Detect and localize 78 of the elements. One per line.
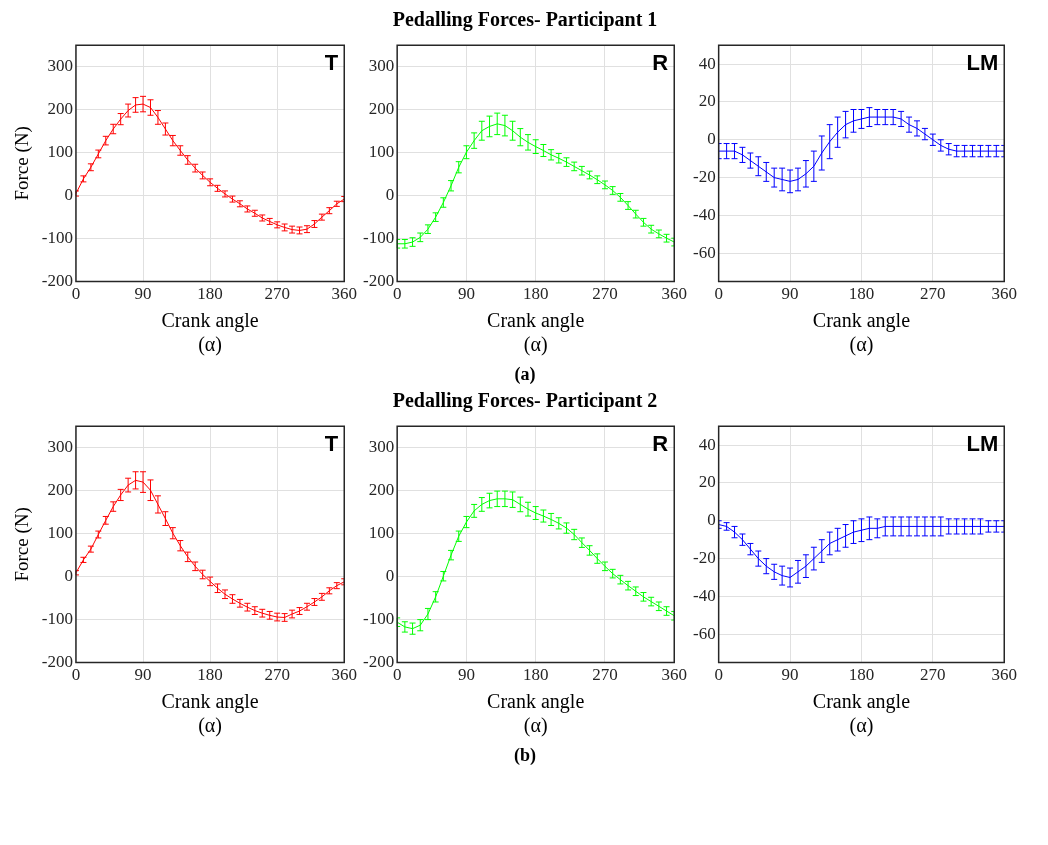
x-axis-title: Crank angle (α) (161, 309, 259, 357)
y-tick-label: 0 (385, 566, 395, 586)
x-tick-label: 180 (848, 284, 875, 304)
y-tick-label: 200 (47, 99, 73, 119)
x-tick-label: 90 (457, 665, 475, 685)
x-tick-label: 90 (781, 284, 799, 304)
x-tick-label: 90 (781, 665, 799, 685)
y-tick-label: 40 (698, 53, 716, 73)
x-tick-label: 270 (592, 284, 618, 304)
y-tick-label: 40 (698, 434, 716, 454)
text: (a) (513, 364, 537, 385)
x-axis-title: Crank angle (α) (487, 690, 585, 738)
chart-title: Pedalling Forces- Participant 1 (391, 8, 659, 32)
x-tick-label: 90 (134, 284, 152, 304)
annotation: T (324, 431, 339, 457)
x-tick-label: 180 (197, 665, 223, 685)
y-tick-label: 100 (47, 142, 73, 162)
y-tick-label: 0 (64, 185, 73, 205)
x-tick-label: 270 (592, 665, 618, 685)
x-tick-label: 270 (264, 284, 290, 304)
y-tick-label: -200 (362, 652, 395, 672)
y-tick-label: -200 (41, 652, 73, 672)
x-tick-label: 360 (991, 665, 1017, 685)
y-tick-label: -40 (692, 204, 716, 224)
y-tick-label: -100 (362, 609, 395, 629)
y-tick-label: 100 (368, 142, 395, 162)
y-tick-label: -60 (692, 623, 716, 643)
annotation: T (324, 50, 339, 76)
y-tick-label: 200 (47, 480, 73, 500)
x-tick-label: 360 (661, 284, 687, 304)
text: (b) (513, 745, 537, 766)
y-tick-label: 200 (368, 99, 395, 119)
y-tick-label: 0 (64, 566, 73, 586)
y-tick-label: 300 (368, 56, 395, 76)
y-axis-title: Force (N) (11, 126, 34, 201)
x-axis-title: Crank angle (α) (812, 309, 911, 357)
x-tick-label: 270 (920, 665, 946, 685)
y-tick-label: 300 (47, 56, 73, 76)
y-tick-label: -60 (692, 242, 716, 262)
x-tick-label: 270 (264, 665, 290, 685)
y-tick-label: 100 (368, 523, 395, 543)
x-tick-label: 360 (991, 284, 1017, 304)
chart-title: Pedalling Forces- Participant 2 (391, 389, 659, 413)
x-tick-label: 360 (661, 665, 687, 685)
y-tick-label: -100 (362, 228, 395, 248)
y-tick-label: 300 (368, 437, 395, 457)
x-tick-label: 360 (331, 284, 357, 304)
x-tick-label: 180 (522, 665, 549, 685)
x-tick-label: 360 (331, 665, 357, 685)
x-tick-label: 90 (457, 284, 475, 304)
x-tick-label: 180 (522, 284, 549, 304)
x-axis-title: Crank angle (α) (812, 690, 911, 738)
x-tick-label: 270 (920, 284, 946, 304)
y-tick-label: -100 (41, 609, 73, 629)
y-tick-label: -100 (41, 228, 73, 248)
y-tick-label: 0 (707, 129, 716, 149)
x-tick-label: 180 (197, 284, 223, 304)
y-tick-label: 300 (47, 437, 73, 457)
y-tick-label: -20 (692, 548, 716, 568)
annotation: R (652, 431, 669, 457)
y-tick-label: 0 (707, 510, 716, 530)
x-tick-label: 90 (134, 665, 152, 685)
y-tick-label: 0 (385, 185, 395, 205)
y-tick-label: 20 (698, 472, 716, 492)
y-tick-label: -200 (41, 271, 73, 291)
annotation: R (652, 50, 669, 76)
x-axis-title: Crank angle (α) (487, 309, 585, 357)
annotation: LM (966, 431, 999, 457)
y-tick-label: 200 (368, 480, 395, 500)
y-tick-label: 100 (47, 523, 73, 543)
x-axis-title: Crank angle (α) (161, 690, 259, 738)
y-tick-label: 20 (698, 91, 716, 111)
y-axis-title: Force (N) (11, 507, 34, 582)
y-tick-label: -20 (692, 167, 716, 187)
y-tick-label: -40 (692, 585, 716, 605)
annotation: LM (966, 50, 999, 76)
y-tick-label: -200 (362, 271, 395, 291)
x-tick-label: 180 (848, 665, 875, 685)
